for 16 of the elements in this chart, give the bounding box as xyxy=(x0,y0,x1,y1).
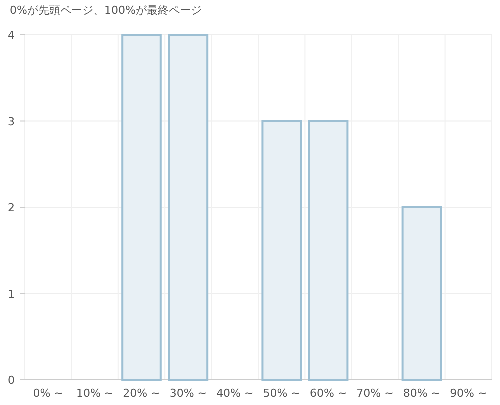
y-tick-label: 0 xyxy=(8,374,15,387)
x-tick-label: 0% ~ xyxy=(33,387,64,400)
x-tick-label: 20% ~ xyxy=(123,387,160,400)
y-tick-label: 2 xyxy=(8,202,15,214)
x-tick-label: 50% ~ xyxy=(263,387,300,400)
x-tick-label: 90% ~ xyxy=(450,387,488,400)
y-tick-label: 3 xyxy=(8,115,15,128)
chart-title: 0%が先頭ページ、100%が最終ページ xyxy=(10,4,202,17)
y-tick-label: 1 xyxy=(8,288,15,301)
y-tick-label: 4 xyxy=(8,29,15,42)
x-tick-label: 10% ~ xyxy=(76,387,114,400)
x-tick-label: 30% ~ xyxy=(170,387,208,400)
x-tick-label: 40% ~ xyxy=(216,387,254,400)
x-tick-label: 80% ~ xyxy=(403,387,441,400)
x-tick-label: 60% ~ xyxy=(310,387,348,400)
x-tick-label: 70% ~ xyxy=(356,387,394,400)
